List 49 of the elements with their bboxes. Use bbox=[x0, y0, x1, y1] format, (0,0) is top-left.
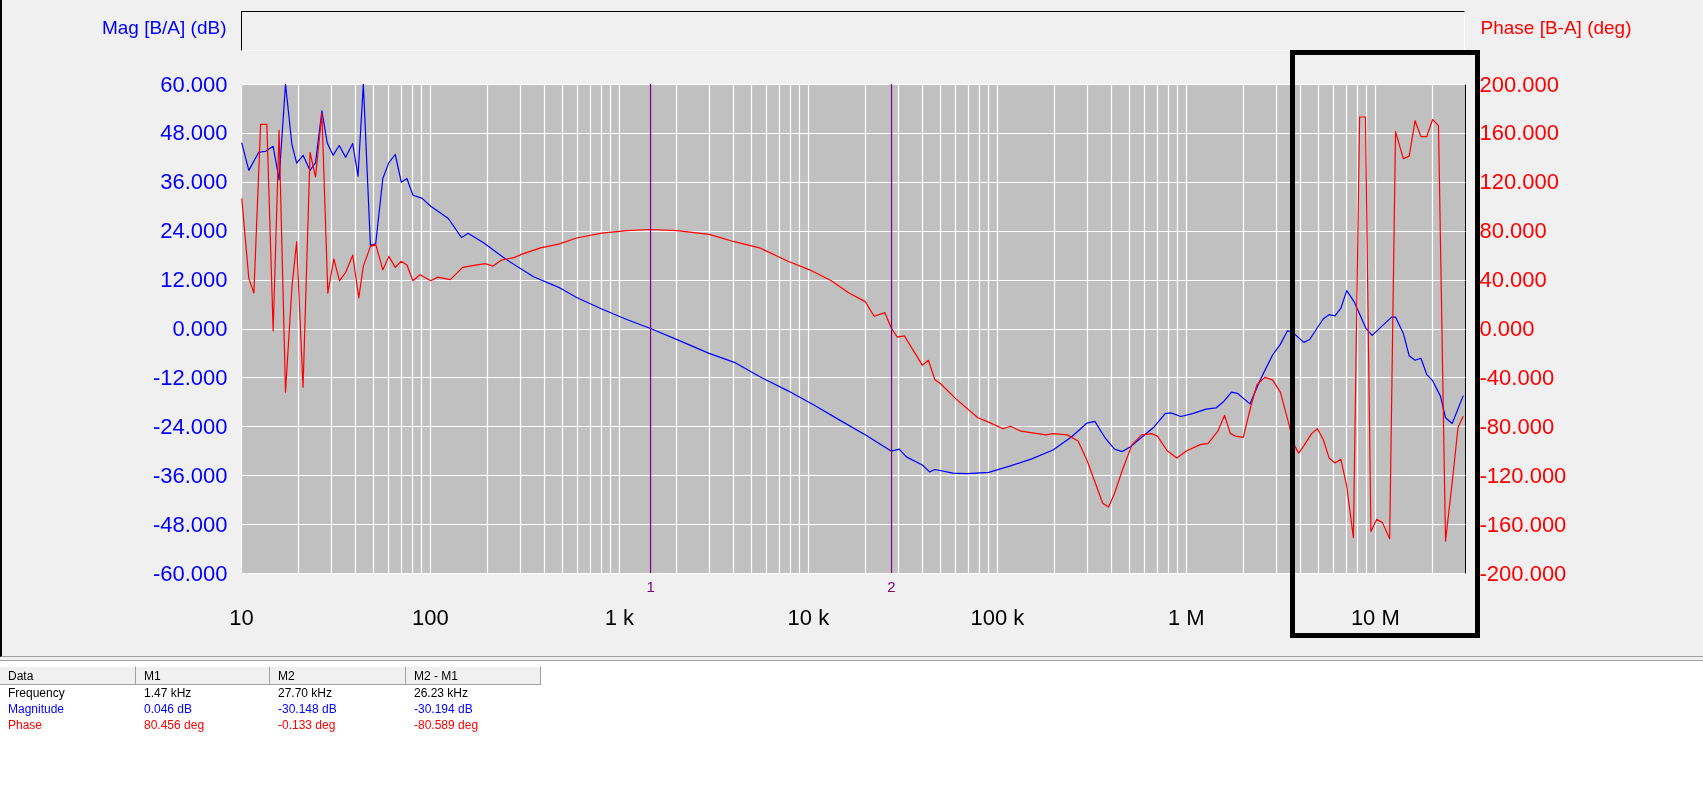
y-tick-label: -36.000 bbox=[152, 462, 228, 488]
y2-tick-label: 200.000 bbox=[1479, 71, 1560, 97]
y-tick-label: -12.000 bbox=[152, 364, 228, 390]
y2-tick-label: -160.000 bbox=[1479, 511, 1567, 537]
text: 80.456 deg bbox=[143, 717, 206, 733]
y-tick-label: 0.000 bbox=[172, 316, 228, 341]
y2-tick-label: -120.000 bbox=[1479, 462, 1567, 488]
y2-tick-label: 40.000 bbox=[1479, 267, 1547, 293]
x-tick-label: 100 bbox=[412, 604, 449, 630]
y-tick-label: 48.000 bbox=[160, 120, 228, 146]
x-tick-label: 10 bbox=[229, 604, 254, 630]
y-tick-label: 12.000 bbox=[160, 267, 228, 293]
y-tick-label: 24.000 bbox=[160, 218, 228, 244]
text: Frequency bbox=[7, 685, 66, 701]
y2-axis-title: Phase [B-A] (deg) bbox=[1480, 16, 1632, 38]
y2-tick-label: -80.000 bbox=[1479, 413, 1555, 439]
x-tick-label: 1 M bbox=[1168, 604, 1205, 630]
x-tick-label: 10 M bbox=[1350, 604, 1400, 630]
y2-tick-label: -40.000 bbox=[1479, 364, 1555, 390]
text: Magnitude bbox=[7, 701, 66, 717]
text: M2 - M1 bbox=[406, 666, 541, 685]
y-tick-label: 36.000 bbox=[160, 169, 228, 195]
text: -80.589 deg bbox=[413, 717, 480, 733]
text: Phase bbox=[7, 717, 44, 733]
text: -30.194 dB bbox=[413, 701, 474, 717]
text: 26.23 kHz bbox=[413, 685, 470, 701]
y-tick-label: -24.000 bbox=[152, 413, 228, 439]
text: Data bbox=[0, 666, 136, 685]
text: -0.133 deg bbox=[277, 717, 337, 733]
text: M2 bbox=[270, 666, 406, 685]
y-axis-title: Mag [B/A] (dB) bbox=[101, 16, 227, 38]
text: -30.148 dB bbox=[277, 701, 338, 717]
y2-tick-label: 120.000 bbox=[1479, 169, 1560, 195]
text: 1.47 kHz bbox=[143, 685, 193, 701]
text: 2 bbox=[887, 578, 896, 595]
y2-tick-label: 80.000 bbox=[1479, 218, 1547, 244]
text: M1 bbox=[136, 666, 270, 685]
y-tick-label: -48.000 bbox=[152, 511, 228, 537]
y2-tick-label: 0.000 bbox=[1479, 316, 1535, 341]
x-tick-label: 10 k bbox=[787, 604, 831, 630]
text: 1 bbox=[646, 578, 655, 595]
y-tick-label: -60.000 bbox=[152, 560, 228, 586]
text: 0.046 dB bbox=[143, 701, 194, 717]
x-tick-label: 100 k bbox=[970, 604, 1026, 630]
y-tick-label: 60.000 bbox=[160, 71, 228, 97]
y2-tick-label: -200.000 bbox=[1479, 560, 1567, 586]
y2-tick-label: 160.000 bbox=[1479, 120, 1560, 146]
x-tick-label: 1 k bbox=[604, 604, 636, 630]
text: 27.70 kHz bbox=[277, 685, 334, 701]
